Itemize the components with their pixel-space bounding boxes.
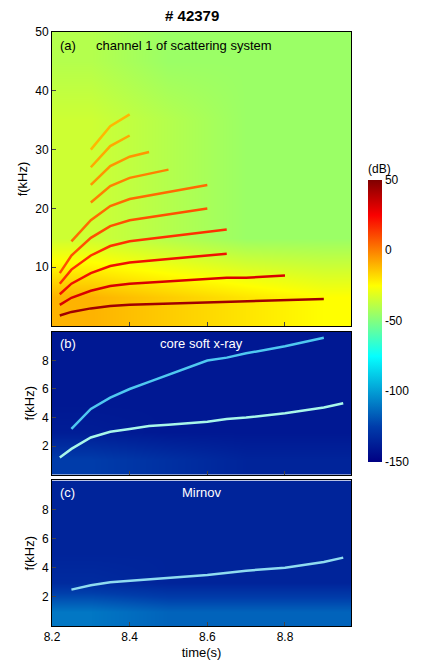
svg-text:40: 40 xyxy=(35,84,49,98)
svg-text:2: 2 xyxy=(42,590,49,604)
svg-text:f(kHz): f(kHz) xyxy=(15,162,30,197)
svg-text:Mirnov: Mirnov xyxy=(182,485,222,500)
svg-text:50: 50 xyxy=(35,25,49,39)
svg-text:(b): (b) xyxy=(60,336,76,351)
svg-text:4: 4 xyxy=(42,561,49,575)
svg-text:8.8: 8.8 xyxy=(277,630,294,644)
svg-text:f(kHz): f(kHz) xyxy=(22,386,37,421)
svg-text:2: 2 xyxy=(42,439,49,453)
svg-text:# 42379: # 42379 xyxy=(165,7,219,24)
svg-text:f(kHz): f(kHz) xyxy=(22,536,37,571)
svg-text:10: 10 xyxy=(35,260,49,274)
svg-text:-150: -150 xyxy=(385,455,409,469)
svg-text:(c): (c) xyxy=(60,485,75,500)
svg-text:6: 6 xyxy=(42,382,49,396)
svg-text:-50: -50 xyxy=(385,314,403,328)
svg-text:8.6: 8.6 xyxy=(199,630,216,644)
svg-text:20: 20 xyxy=(35,202,49,216)
svg-text:8.4: 8.4 xyxy=(121,630,138,644)
svg-text:4: 4 xyxy=(42,411,49,425)
svg-text:30: 30 xyxy=(35,143,49,157)
svg-text:-100: -100 xyxy=(385,384,409,398)
svg-text:8.2: 8.2 xyxy=(44,630,61,644)
svg-text:6: 6 xyxy=(42,532,49,546)
svg-text:channel 1 of scattering system: channel 1 of scattering system xyxy=(96,38,272,53)
svg-text:0: 0 xyxy=(385,243,392,257)
svg-text:(dB): (dB) xyxy=(368,162,391,176)
svg-text:core soft x-ray: core soft x-ray xyxy=(160,336,243,351)
svg-text:50: 50 xyxy=(385,173,399,187)
svg-text:(a): (a) xyxy=(60,38,76,53)
svg-text:time(s): time(s) xyxy=(182,645,222,660)
svg-text:8: 8 xyxy=(42,354,49,368)
svg-text:8: 8 xyxy=(42,503,49,517)
